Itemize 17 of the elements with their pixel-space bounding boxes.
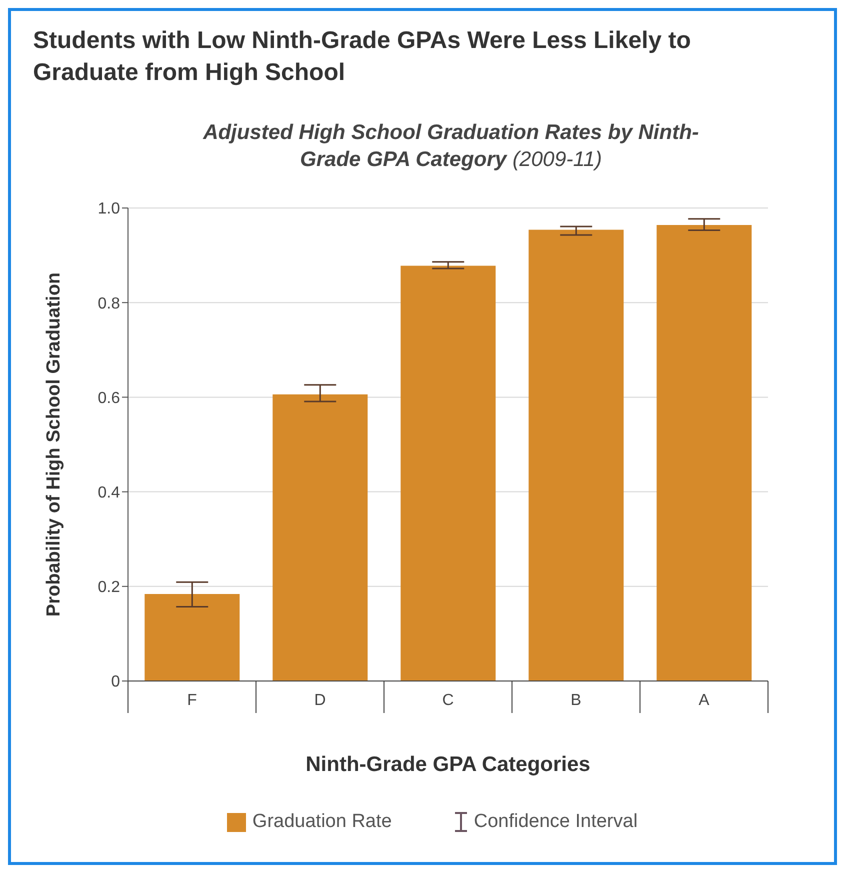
y-axis-title: Probability of High School Graduation xyxy=(44,272,65,617)
y-tick-label: 0.4 xyxy=(98,484,120,502)
y-tick-label: 1.0 xyxy=(98,200,120,218)
y-tick-label: 0.8 xyxy=(98,295,120,312)
x-tick-label: C xyxy=(442,692,454,709)
x-tick-label: A xyxy=(698,692,710,709)
y-tick-label: 0.6 xyxy=(98,390,120,407)
chart-subtitle: Adjusted High School Graduation Rates by Ninth-Grade GPA Category (2009-11) xyxy=(202,120,700,173)
x-tick-label: F xyxy=(187,692,198,709)
y-tick-label: 0.2 xyxy=(98,579,120,596)
x-axis-title: Ninth-Grade GPA Categories xyxy=(306,753,590,776)
chart-title: Students with Low Ninth-Grade GPAs Were Less Likely to Graduate from High School xyxy=(33,26,692,88)
y-tick-label: 0 xyxy=(111,674,120,691)
x-tick-label: B xyxy=(570,692,582,709)
legend-label: Graduation Rate xyxy=(252,811,392,833)
text: Confidence Interval xyxy=(474,811,638,833)
x-tick-label: D xyxy=(314,692,326,709)
